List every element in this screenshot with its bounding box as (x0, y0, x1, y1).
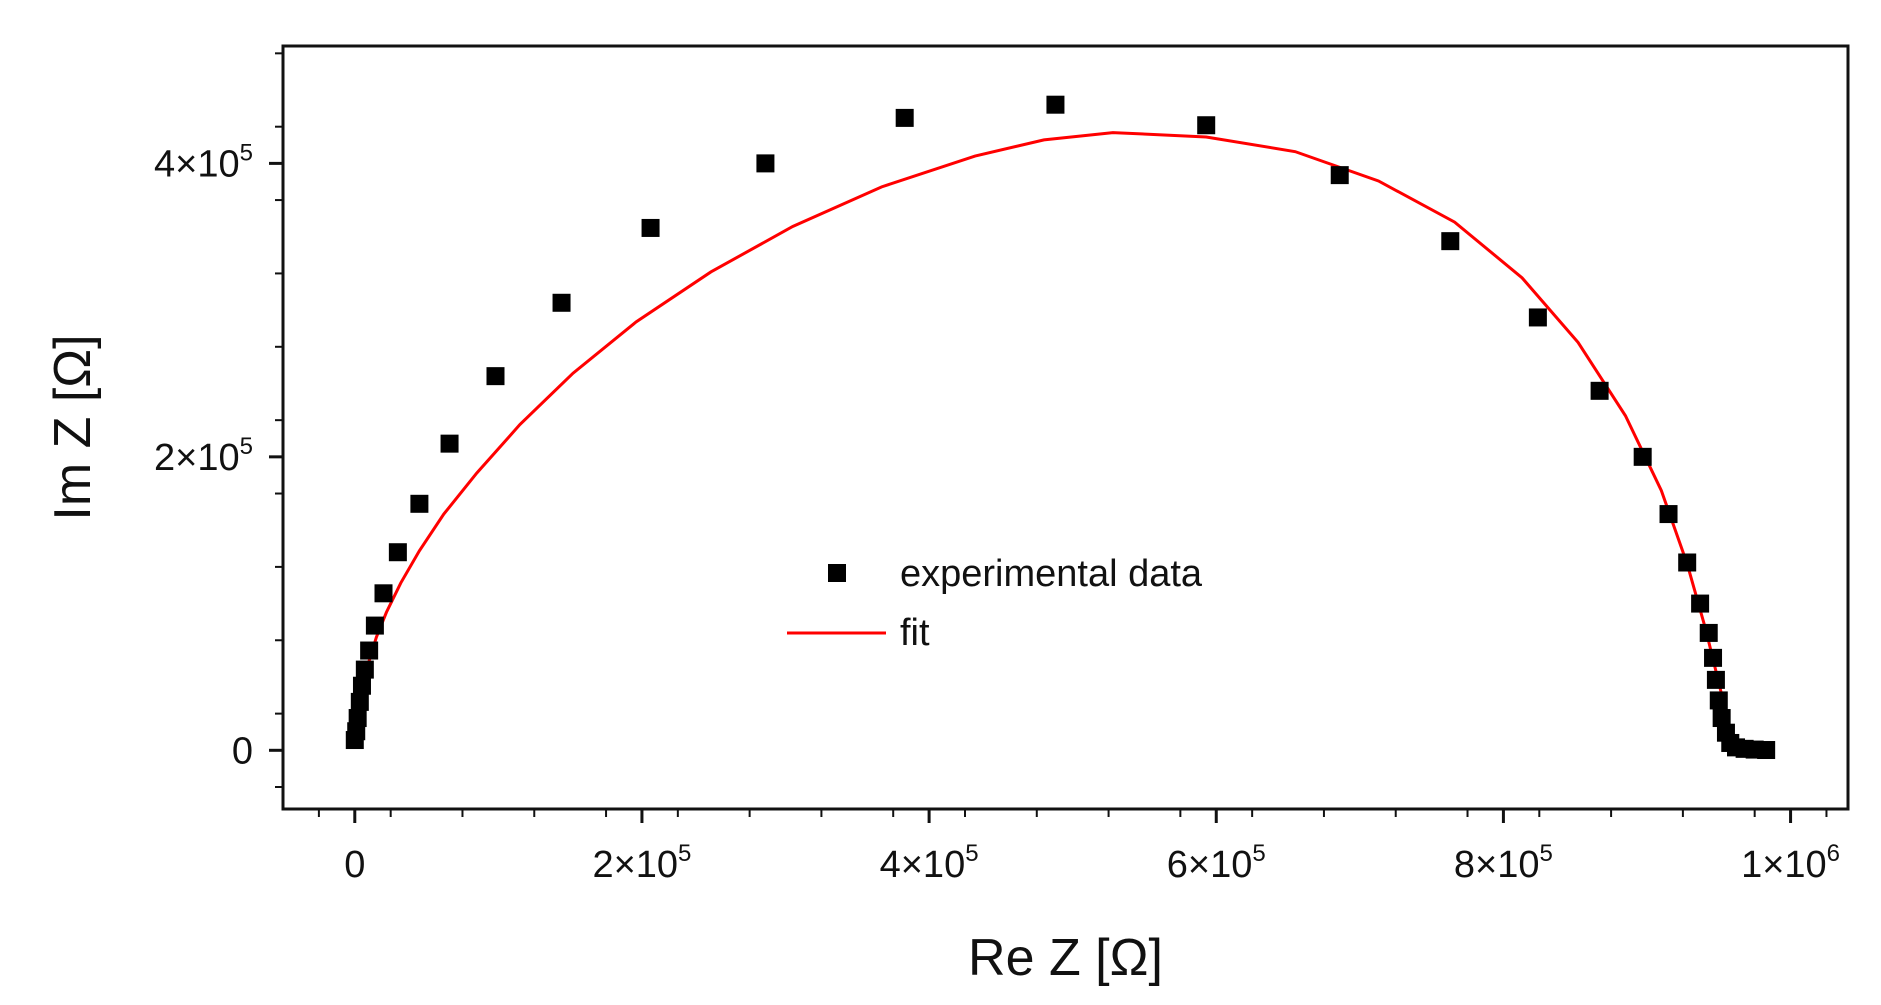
data-point (1704, 648, 1723, 667)
y-tick-label: 2×105 (154, 433, 253, 479)
data-point (486, 367, 505, 386)
x-tick-label: 1×106 (1741, 840, 1840, 886)
legend-label-fit: fit (900, 612, 930, 654)
y-axis-label: Im Z [Ω] (44, 334, 102, 520)
x-axis-label: Re Z [Ω] (968, 929, 1163, 987)
data-point (1659, 505, 1678, 524)
y-tick-label: 4×105 (154, 139, 253, 185)
data-point (1706, 670, 1725, 689)
y-tick-label: 0 (232, 730, 253, 772)
plot-frame (281, 44, 1850, 811)
data-point (1699, 623, 1718, 642)
data-point (1757, 741, 1776, 760)
data-point (360, 641, 379, 660)
experimental-series (345, 95, 1776, 760)
legend: experimental data fit (787, 553, 1203, 654)
x-tick-label: 0 (344, 844, 365, 886)
fit-line (353, 131, 1735, 751)
data-point (641, 218, 660, 237)
data-point (1678, 553, 1697, 572)
data-point (1197, 116, 1216, 135)
fit-series (353, 131, 1735, 751)
x-tick-label: 2×105 (592, 840, 691, 886)
legend-marker-experimental (828, 564, 846, 582)
data-point (1633, 447, 1652, 466)
data-point (355, 660, 374, 679)
data-point (348, 709, 367, 728)
axis-ticks: 0 2×105 4×105 6×105 8×105 1×106 0 2×105 4×105 (154, 52, 1840, 886)
data-point (552, 293, 571, 312)
data-point (1590, 381, 1609, 400)
data-point (1441, 232, 1460, 251)
data-point (1709, 691, 1728, 710)
data-point (350, 692, 369, 711)
data-point (365, 616, 384, 635)
data-point (1691, 594, 1710, 613)
x-tick-label: 8×105 (1454, 840, 1553, 886)
data-point (756, 154, 775, 173)
data-point (1712, 709, 1731, 728)
data-point (1528, 308, 1547, 327)
x-tick-label: 4×105 (880, 840, 979, 886)
data-point (895, 108, 914, 127)
legend-label-experimental: experimental data (900, 553, 1203, 595)
data-point (374, 584, 393, 603)
data-point (352, 676, 371, 695)
data-point (410, 494, 429, 513)
data-point (388, 543, 407, 562)
data-point (1046, 95, 1065, 114)
x-tick-label: 6×105 (1167, 840, 1266, 886)
data-point (1330, 166, 1349, 185)
data-point (440, 434, 459, 453)
